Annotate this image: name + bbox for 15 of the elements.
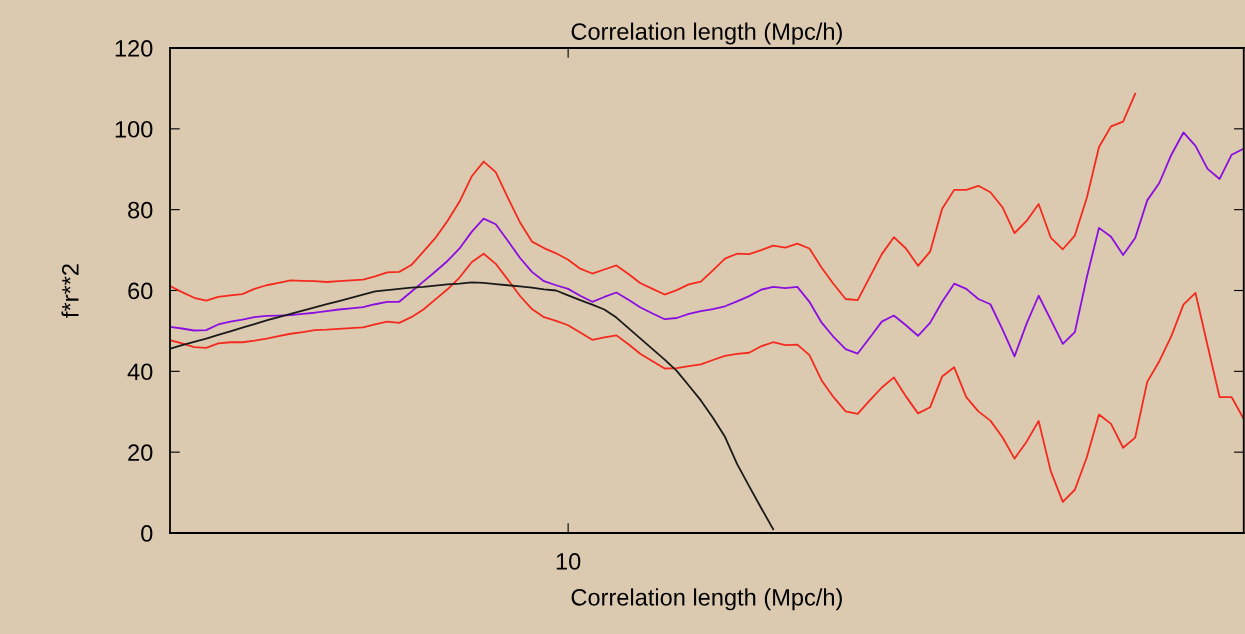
- y-tick-label: 100: [115, 120, 153, 138]
- line-series: [170, 131, 1244, 358]
- y-tick-label: 120: [115, 40, 153, 57]
- y-tick-label: 40: [127, 363, 153, 381]
- y-axis-title: f*r**2: [61, 264, 79, 318]
- y-tick-label: 20: [128, 444, 153, 461]
- y-tick-label: 0: [141, 525, 153, 542]
- x-tick-label: 10: [556, 553, 581, 570]
- line-series: [170, 281, 775, 531]
- y-tick-label: 60: [128, 282, 153, 300]
- chart-title: Correlation length (Mpc/h): [571, 22, 842, 45]
- y-tick-label: 80: [128, 201, 153, 219]
- x-axis-title: Correlation length (Mpc/h): [571, 588, 842, 611]
- line-series: [170, 92, 1137, 302]
- line-series: [170, 252, 1244, 503]
